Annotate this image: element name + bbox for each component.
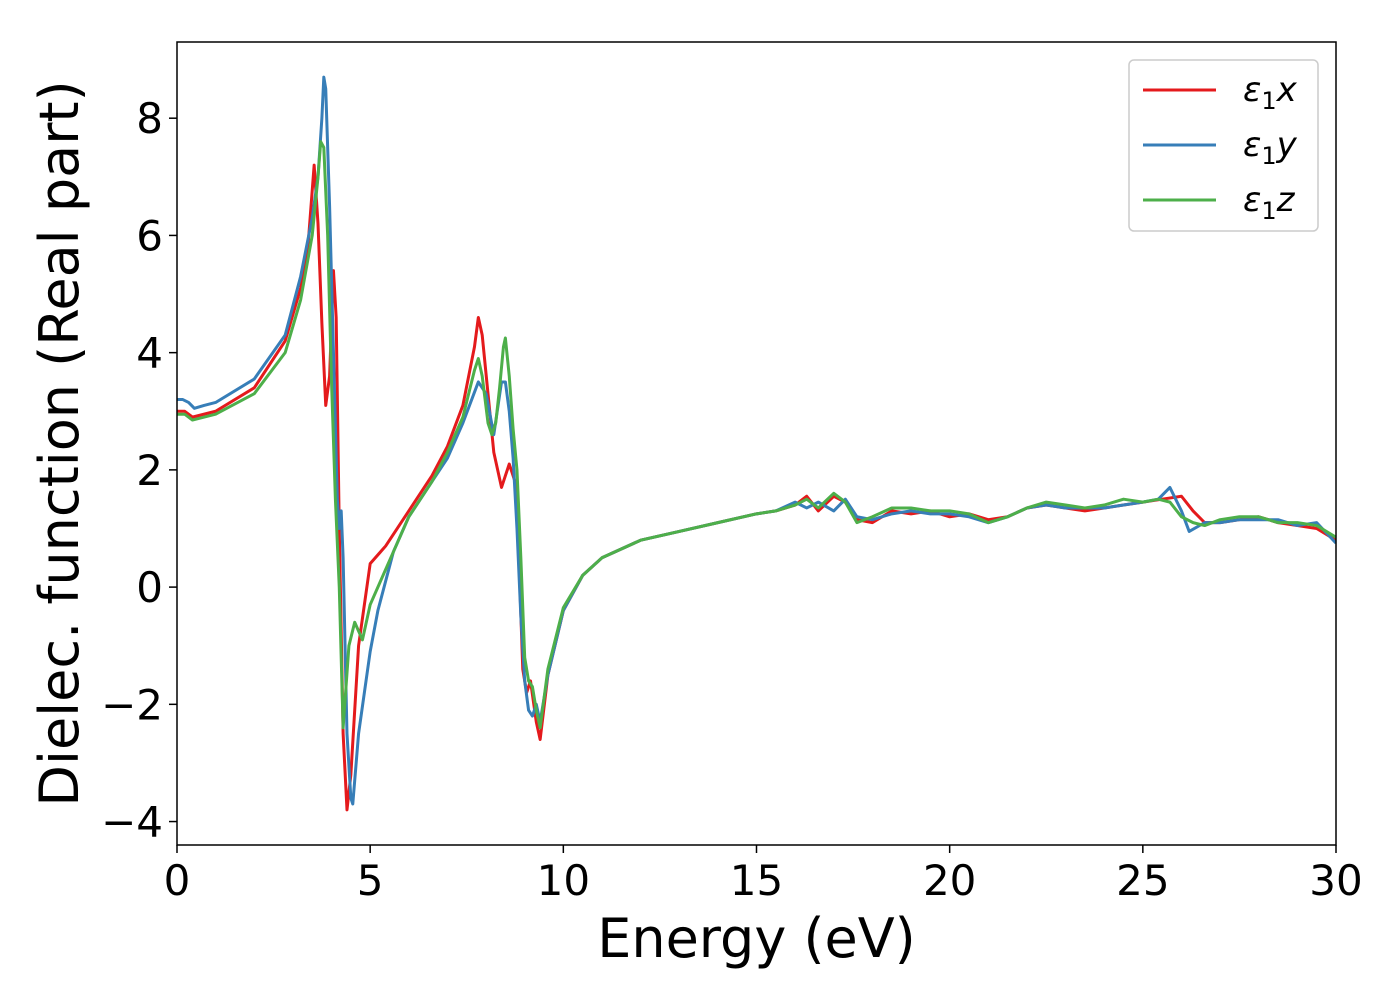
- legend: ε1x ε1y ε1z: [1128, 59, 1319, 232]
- y-axis-title: Dielec. function (Real part): [28, 80, 91, 806]
- legend-label-z: ε1z: [1243, 180, 1296, 225]
- legend-box: [1128, 59, 1319, 232]
- series-lines: [177, 75, 1336, 812]
- y-tick-label: −2: [101, 680, 163, 729]
- x-axis-title: Energy (eV): [597, 907, 916, 970]
- series-line-x: [177, 163, 1336, 812]
- y-tick-label: 6: [136, 211, 163, 260]
- x-tick-label: 25: [1116, 856, 1169, 905]
- y-tick-label: 4: [136, 329, 163, 378]
- y-axis: −4 −2 0 2 4 6 8: [101, 94, 177, 847]
- x-tick-label: 0: [164, 856, 191, 905]
- x-tick-label: 20: [923, 856, 976, 905]
- x-tick-label: 15: [730, 856, 783, 905]
- y-tick-label: 0: [136, 563, 163, 612]
- legend-label-y: ε1y: [1243, 125, 1298, 170]
- y-tick-label: 2: [136, 446, 163, 495]
- x-tick-label: 10: [537, 856, 590, 905]
- legend-label-x: ε1x: [1243, 70, 1298, 115]
- x-axis: 0 5 10 15 20 25 30: [164, 845, 1363, 905]
- y-tick-label: −4: [101, 798, 163, 847]
- series-line-z: [177, 140, 1336, 730]
- x-tick-label: 30: [1309, 856, 1362, 905]
- y-tick-label: 8: [136, 94, 163, 143]
- x-tick-label: 5: [357, 856, 384, 905]
